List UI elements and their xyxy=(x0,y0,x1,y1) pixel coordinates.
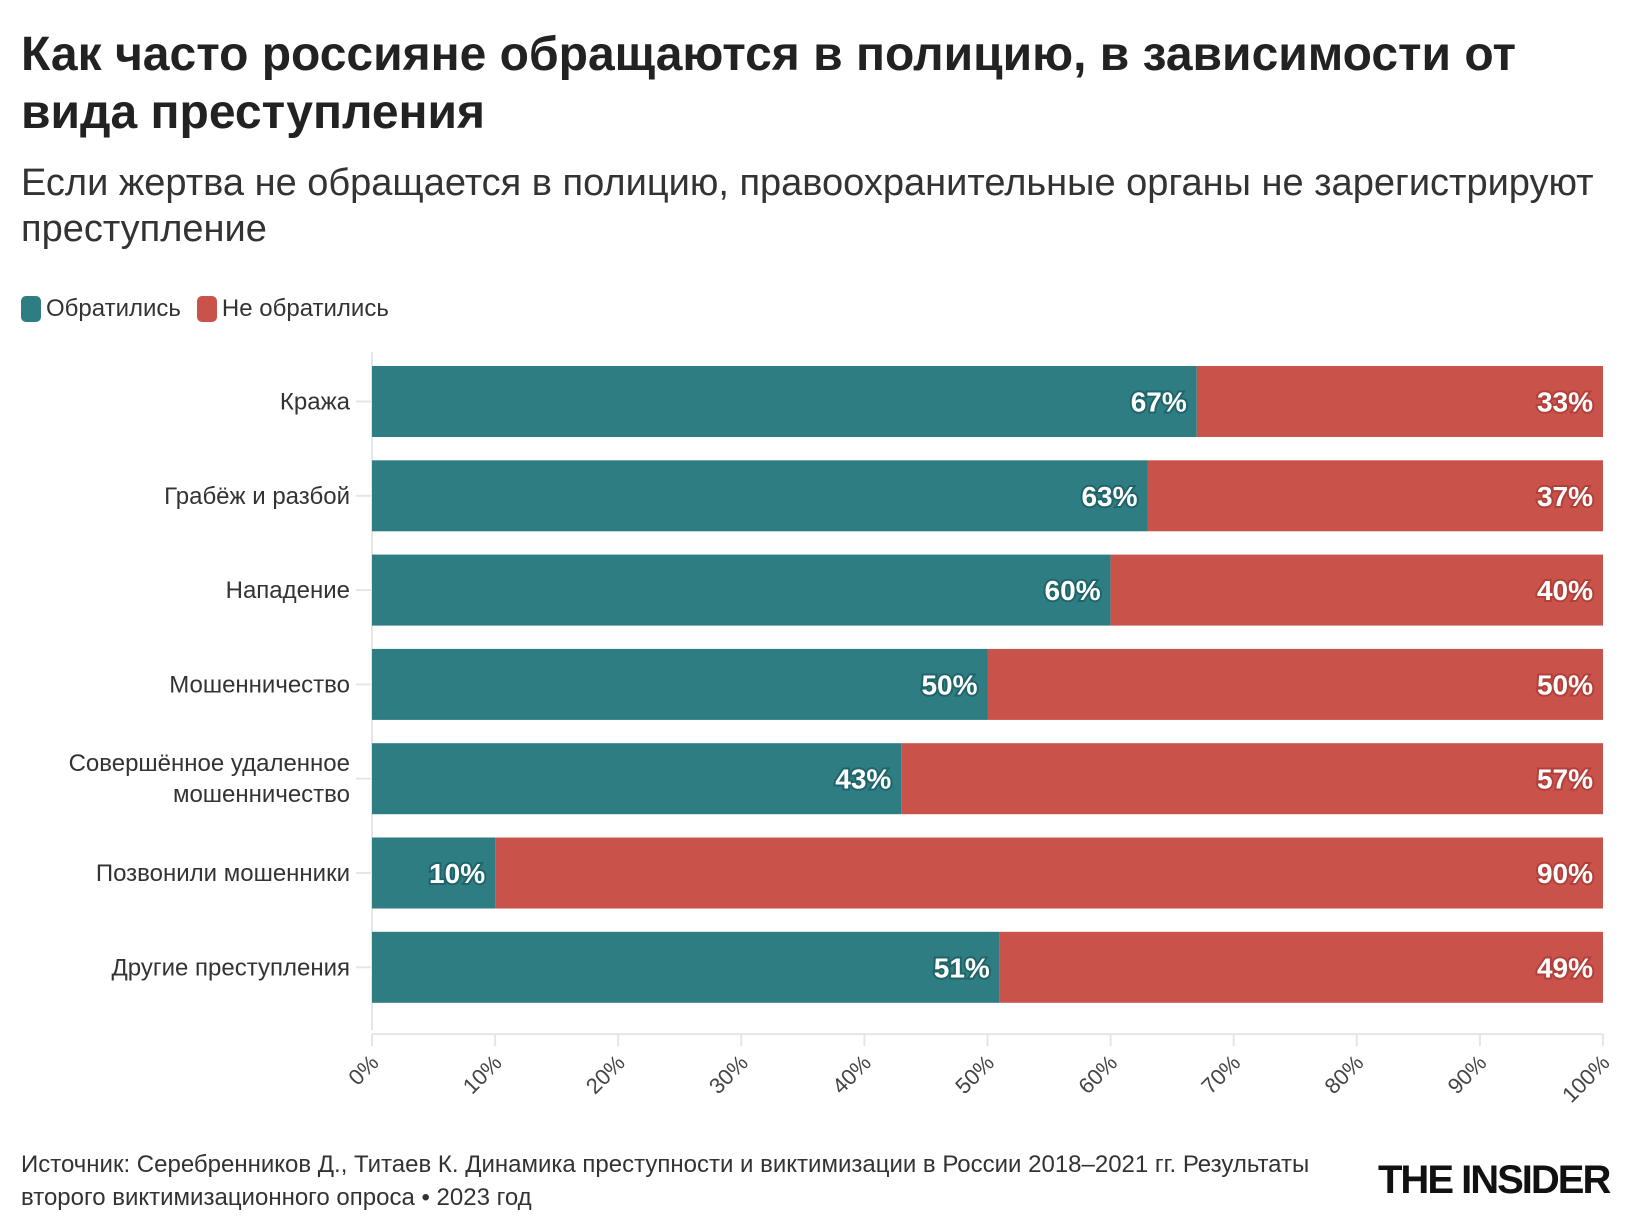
bar-segment xyxy=(987,648,1603,720)
bar-segment xyxy=(1147,460,1603,532)
bar-segment xyxy=(372,837,496,909)
bar-segment xyxy=(999,931,1603,1003)
data-label: 90% xyxy=(1537,858,1593,889)
chart-subtitle: Если жертва не обращается в полицию, пра… xyxy=(21,162,1594,250)
bar-segment xyxy=(495,837,1604,909)
x-tick-label: 10% xyxy=(458,1050,507,1099)
data-label: 37% xyxy=(1537,481,1593,512)
bar-segment xyxy=(372,366,1197,437)
bar-segment xyxy=(901,743,1603,815)
data-label: 63% xyxy=(1081,481,1137,512)
category-label: Кража xyxy=(280,389,351,416)
logo: THE INSIDER xyxy=(1378,1158,1611,1202)
legend-swatch xyxy=(21,296,41,322)
category-label: Совершённое удаленное xyxy=(69,750,350,777)
data-label: 57% xyxy=(1537,764,1593,795)
data-label: 43% xyxy=(835,764,891,795)
legend-item-reported: Обратились xyxy=(21,295,181,323)
source-note: Источник: Серебренников Д., Титаев К. Ди… xyxy=(21,1151,1310,1211)
category-label: Нападение xyxy=(226,577,350,604)
bar-segment xyxy=(372,648,988,720)
bar-segment xyxy=(372,460,1148,532)
category-label: Другие преступления xyxy=(112,954,350,981)
x-tick-label: 50% xyxy=(950,1050,999,1099)
data-label: 67% xyxy=(1131,387,1187,418)
data-label: 50% xyxy=(1537,669,1593,700)
data-label: 49% xyxy=(1537,952,1593,983)
bar-segment xyxy=(1110,554,1603,626)
data-label: 33% xyxy=(1537,387,1593,418)
x-tick-label: 70% xyxy=(1196,1050,1245,1099)
x-tick-label: 80% xyxy=(1320,1050,1369,1099)
x-tick-label: 40% xyxy=(827,1050,876,1099)
legend-swatch xyxy=(196,296,217,322)
data-label: 50% xyxy=(921,669,977,700)
x-tick-label: 90% xyxy=(1443,1050,1492,1099)
legend: Обратились Не обратились xyxy=(21,295,399,323)
data-label: 60% xyxy=(1045,575,1101,606)
legend-label: Не обратились xyxy=(221,295,389,322)
bar-segment xyxy=(372,743,902,815)
category-label: Позвонили мошенники xyxy=(96,860,350,887)
category-label: Мошенничество xyxy=(169,671,350,698)
data-label: 10% xyxy=(429,858,485,889)
x-tick-label: 60% xyxy=(1073,1050,1122,1099)
legend-label: Обратились xyxy=(46,295,181,322)
x-tick-label: 30% xyxy=(704,1050,753,1099)
bar-segment xyxy=(372,931,1000,1003)
x-tick-label: 100% xyxy=(1557,1050,1614,1107)
chart-title: Как часто россияне обращаются в полицию,… xyxy=(21,28,1517,139)
category-label: Грабёж и разбой xyxy=(164,483,350,510)
bar-segment xyxy=(1196,366,1603,437)
bar-segment xyxy=(372,554,1111,626)
category-label: мошенничество xyxy=(173,781,350,808)
data-label: 40% xyxy=(1537,575,1593,606)
x-tick-label: 20% xyxy=(581,1050,630,1099)
x-tick-label: 0% xyxy=(343,1050,383,1090)
legend-item-not-reported: Не обратились xyxy=(196,295,389,323)
data-label: 51% xyxy=(934,952,990,983)
